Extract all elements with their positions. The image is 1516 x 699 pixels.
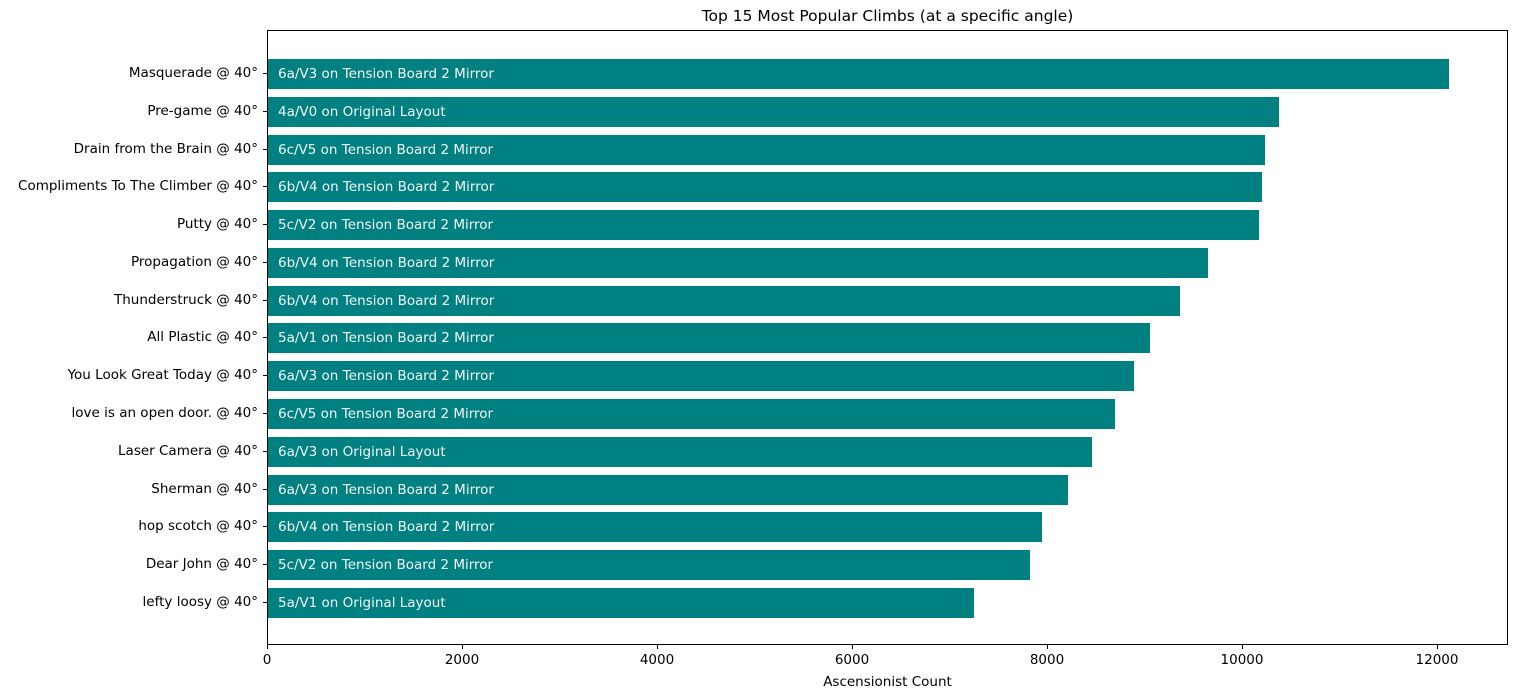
bar: 5c/V2 on Tension Board 2 Mirror <box>268 550 1031 581</box>
y-tick-mark <box>263 299 267 301</box>
y-axis-label: hop scotch @ 40° <box>138 518 258 535</box>
bar-label: 6b/V4 on Tension Board 2 Mirror <box>278 179 495 196</box>
y-tick-mark <box>263 224 267 226</box>
y-axis-label: Putty @ 40° <box>176 216 258 233</box>
bar: 6c/V5 on Tension Board 2 Mirror <box>268 399 1116 430</box>
bar: 6a/V3 on Tension Board 2 Mirror <box>268 59 1449 89</box>
x-tick-mark <box>1047 645 1048 649</box>
bar-label: 6c/V5 on Tension Board 2 Mirror <box>278 141 494 158</box>
y-tick-mark <box>263 488 267 490</box>
bar: 5c/V2 on Tension Board 2 Mirror <box>268 210 1259 241</box>
y-axis-label: Compliments To The Climber @ 40° <box>18 178 258 195</box>
x-tick-mark <box>462 645 463 649</box>
x-tick-label: 4000 <box>639 652 675 668</box>
y-tick-mark <box>263 375 267 377</box>
y-axis-label: All Plastic @ 40° <box>147 329 258 346</box>
bar-label: 6b/V4 on Tension Board 2 Mirror <box>278 292 495 309</box>
bar-label: 5a/V1 on Original Layout <box>278 594 446 611</box>
y-axis-label: Thunderstruck @ 40° <box>113 291 258 308</box>
x-tick-label: 6000 <box>834 652 870 668</box>
bar-label: 5c/V2 on Tension Board 2 Mirror <box>278 557 494 574</box>
y-axis-label: Sherman @ 40° <box>151 480 258 497</box>
y-axis-label: love is an open door. @ 40° <box>71 405 258 422</box>
y-tick-mark <box>263 564 267 566</box>
y-tick-mark <box>263 450 267 452</box>
y-axis-label: Propagation @ 40° <box>131 253 258 270</box>
y-tick-mark <box>263 148 267 150</box>
y-tick-mark <box>263 186 267 188</box>
bar-label: 6a/V3 on Tension Board 2 Mirror <box>278 481 494 498</box>
bar: 6b/V4 on Tension Board 2 Mirror <box>268 512 1043 543</box>
bar: 5a/V1 on Original Layout <box>268 587 974 618</box>
y-tick-mark <box>263 413 267 415</box>
y-axis-label: Laser Camera @ 40° <box>118 442 258 459</box>
x-tick-mark <box>267 645 268 649</box>
x-tick-label: 2000 <box>444 652 480 668</box>
bar: 5a/V1 on Tension Board 2 Mirror <box>268 323 1151 354</box>
bar: 6b/V4 on Tension Board 2 Mirror <box>268 285 1180 316</box>
bar-label: 4a/V0 on Original Layout <box>278 103 446 120</box>
y-axis-label: lefty loosy @ 40° <box>142 593 258 610</box>
y-axis-label: Pre-game @ 40° <box>147 102 258 119</box>
bar: 4a/V0 on Original Layout <box>268 96 1280 127</box>
x-tick-mark <box>852 645 853 649</box>
bar-label: 6b/V4 on Tension Board 2 Mirror <box>278 519 495 536</box>
y-axis-label: Drain from the Brain @ 40° <box>73 140 258 157</box>
x-tick-label: 10000 <box>1220 652 1264 668</box>
bar-label: 6b/V4 on Tension Board 2 Mirror <box>278 254 495 271</box>
bar-label: 6a/V3 on Tension Board 2 Mirror <box>278 66 494 82</box>
bar: 6a/V3 on Tension Board 2 Mirror <box>268 361 1134 392</box>
x-tick-label: 12000 <box>1415 652 1459 668</box>
y-axis-label: Dear John @ 40° <box>145 556 258 573</box>
y-tick-mark <box>263 261 267 263</box>
bar-label: 6c/V5 on Tension Board 2 Mirror <box>278 406 494 423</box>
y-tick-mark <box>263 73 267 74</box>
x-axis-title: Ascensionist Count <box>823 674 952 690</box>
y-tick-mark <box>263 601 267 603</box>
bar: 6a/V3 on Original Layout <box>268 436 1092 467</box>
x-tick-label: 0 <box>262 652 272 668</box>
bar-label: 5a/V1 on Tension Board 2 Mirror <box>278 330 494 347</box>
x-tick-label: 8000 <box>1029 652 1065 668</box>
y-tick-mark <box>263 110 267 112</box>
x-tick-mark <box>1242 645 1243 649</box>
y-axis-label: You Look Great Today @ 40° <box>67 367 258 384</box>
chart-title: Top 15 Most Popular Climbs (at a specifi… <box>701 7 1074 25</box>
bar-label: 6a/V3 on Original Layout <box>278 443 446 460</box>
y-tick-mark <box>263 526 267 528</box>
bar: 6b/V4 on Tension Board 2 Mirror <box>268 172 1262 203</box>
bar: 6a/V3 on Tension Board 2 Mirror <box>268 474 1068 505</box>
bar-label: 5c/V2 on Tension Board 2 Mirror <box>278 217 494 234</box>
y-tick-mark <box>263 337 267 339</box>
x-tick-mark <box>1437 645 1438 649</box>
bar: 6b/V4 on Tension Board 2 Mirror <box>268 247 1208 278</box>
plot-area: 6a/V3 on Tension Board 2 Mirror 4a/V0 on … <box>267 30 1508 645</box>
y-axis-label: Masquerade @ 40° <box>128 65 258 81</box>
bar-label: 6a/V3 on Tension Board 2 Mirror <box>278 368 494 385</box>
bar: 6c/V5 on Tension Board 2 Mirror <box>268 134 1266 165</box>
x-tick-mark <box>657 645 658 649</box>
